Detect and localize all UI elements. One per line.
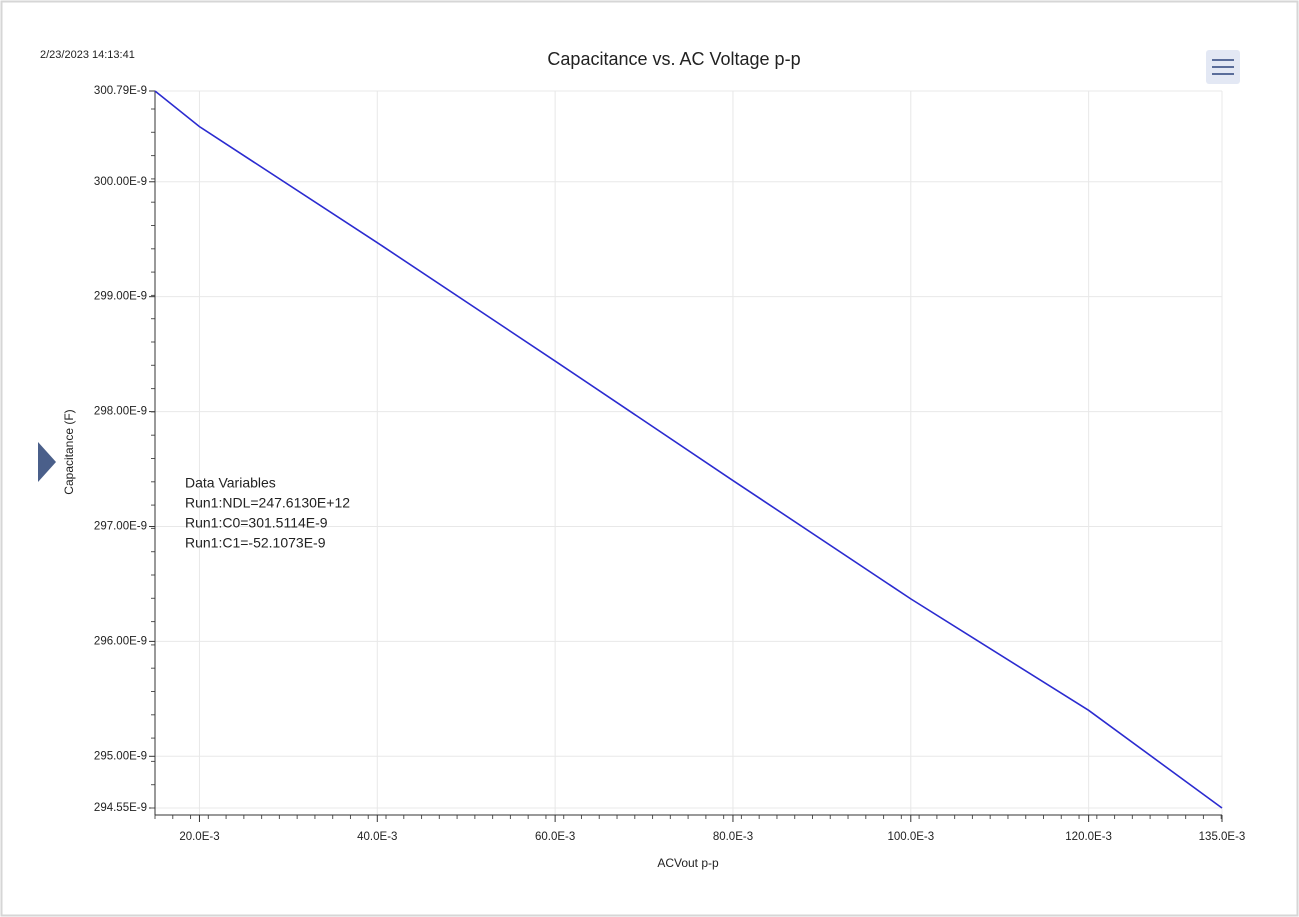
- y-tick-label: 300.00E-9: [94, 176, 147, 188]
- side-toggle[interactable]: [38, 442, 56, 482]
- x-tick-label: 80.0E-3: [713, 831, 753, 843]
- annotation: Data Variables Run1:NDL=247.6130E+12 Run1…: [185, 475, 350, 551]
- y-tick-label: 296.00E-9: [94, 635, 147, 647]
- y-tick-label: 297.00E-9: [94, 521, 147, 533]
- x-axis-label: ACVout p-p: [657, 856, 719, 870]
- x-tick-label: 120.0E-3: [1065, 831, 1112, 843]
- y-axis-label: Capacitance (F): [62, 409, 76, 494]
- x-tick-label: 100.0E-3: [887, 831, 934, 843]
- y-tick-label: 295.00E-9: [94, 750, 147, 762]
- annotation-line: Run1:C1=-52.1073E-9: [185, 535, 326, 551]
- timestamp: 2/23/2023 14:13:41: [40, 49, 135, 61]
- menu-button[interactable]: [1206, 50, 1240, 84]
- x-tick-label: 20.0E-3: [179, 831, 219, 843]
- x-tick-label: 40.0E-3: [357, 831, 397, 843]
- menu-icon[interactable]: [1212, 59, 1234, 75]
- data-line: [154, 90, 1223, 809]
- y-tick-label: 300.79E-9: [94, 85, 147, 97]
- annotation-heading: Data Variables: [185, 475, 276, 491]
- annotation-line: Run1:NDL=247.6130E+12: [185, 495, 350, 511]
- x-tick-label: 60.0E-3: [535, 831, 575, 843]
- y-tick-label: 298.00E-9: [94, 406, 147, 418]
- chart-title: Capacitance vs. AC Voltage p-p: [547, 49, 800, 69]
- x-tick-label: 135.0E-3: [1199, 831, 1246, 843]
- y-tick-label: 294.55E-9: [94, 802, 147, 814]
- annotation-line: Run1:C0=301.5114E-9: [185, 515, 328, 531]
- y-tick-label: 299.00E-9: [94, 291, 147, 303]
